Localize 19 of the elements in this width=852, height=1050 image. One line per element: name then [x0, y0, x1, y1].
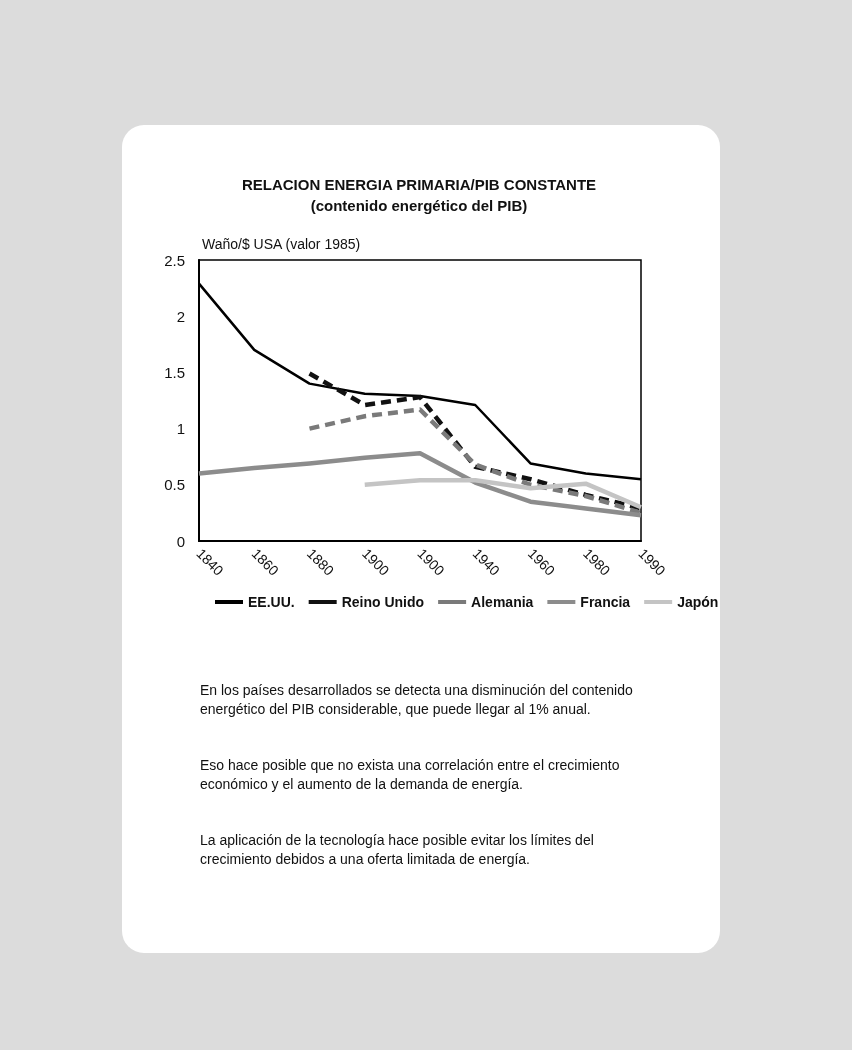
legend-label: Alemania — [471, 594, 534, 610]
line-series — [196, 451, 644, 518]
text: En los países desarrollados se detecta una disminución del contenido energético del PIB considerable, que puede llegar al 1% anual. — [200, 681, 637, 717]
text: La aplicación de la tecnología hace posible evitar los límites del crecimiento debidos a una oferta limitada de energía. — [200, 831, 598, 867]
y-tick-label: 0 — [176, 532, 185, 550]
text: Eso hace posible que no exista una correlación entre el crecimiento económico y el aumento de la demanda de energía. — [200, 756, 624, 792]
legend-label: Reino Unido — [341, 594, 425, 610]
legend-label: EE.UU. — [248, 594, 295, 610]
legend-label: Japón — [677, 594, 719, 610]
y-tick-label: 1.5 — [164, 363, 185, 381]
legend-label: Francia — [580, 594, 631, 610]
chart-title: RELACION ENERGIA PRIMARIA/PIB CONSTANTE — [241, 176, 597, 193]
line-series — [362, 478, 644, 510]
y-tick-label: 1 — [176, 420, 185, 438]
y-tick-label: 0.5 — [164, 476, 185, 494]
y-tick-label: 2.5 — [164, 251, 185, 269]
y-axis-title: Waño/$ USA (valor 1985) — [202, 236, 361, 252]
chart-subtitle: (contenido energético del PIB) — [310, 197, 528, 214]
y-tick-label: 2 — [176, 307, 185, 325]
